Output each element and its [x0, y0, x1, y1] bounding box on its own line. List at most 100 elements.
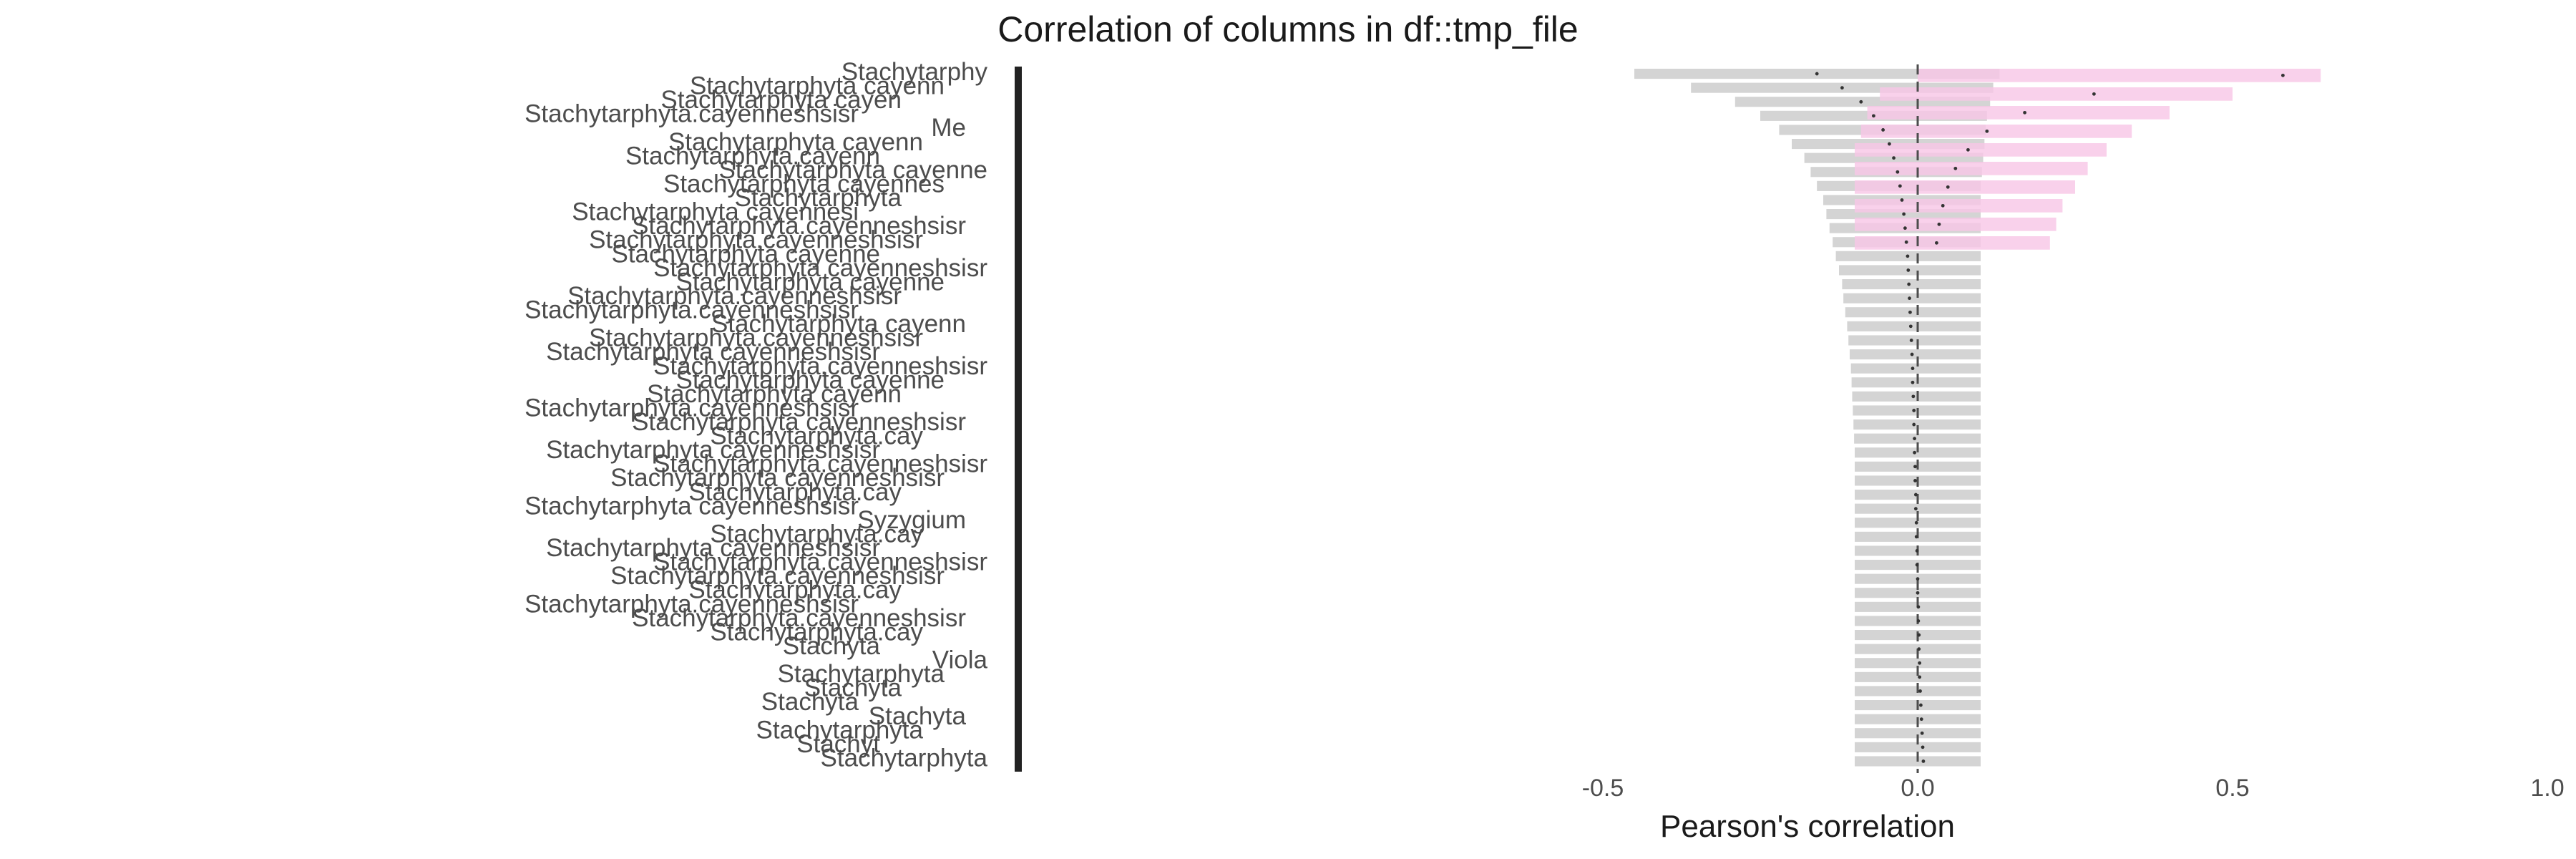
estimate-point: [1914, 520, 1918, 525]
interval-band: [1855, 671, 1981, 682]
row-label: Stachytarphyta.cay: [710, 422, 923, 450]
row-label: Stachyta: [783, 632, 881, 660]
row-label: Stachytarphyta cayen: [660, 86, 902, 114]
row-label: Stachytarphyta cayenn: [711, 310, 966, 338]
row-label: Stachytarphyta.cayenneshsisr: [525, 394, 859, 422]
estimate-point: [1904, 240, 1908, 244]
estimate-point: [1910, 352, 1914, 356]
estimate-point: [1908, 324, 1913, 329]
estimate-point: [1903, 226, 1907, 230]
row-label: Stachyta: [869, 702, 967, 730]
row-label: Stachytarphyta cayenne: [675, 366, 945, 394]
estimate-point: [1902, 212, 1906, 216]
interval-band: [1843, 293, 1981, 304]
row-label: Stachytarphyta cayennesi: [572, 198, 859, 226]
interval-band: [1880, 87, 2233, 101]
row-label: Syzygium: [857, 506, 966, 534]
estimate-point: [1917, 647, 1921, 651]
estimate-point: [1912, 422, 1916, 427]
estimate-point: [1918, 689, 1922, 693]
interval-band: [1855, 199, 2063, 213]
estimate-point: [1888, 142, 1891, 146]
row-label: Me: [931, 114, 966, 142]
interval-band: [1847, 321, 1981, 331]
interval-band: [1848, 335, 1981, 346]
row-label: Stachytarphyta.cayenneshsisr: [525, 100, 859, 128]
estimate-point: [1913, 492, 1918, 497]
estimate-point: [1941, 203, 1945, 208]
row-label: Stachytarphyta cayenneshsisr: [546, 534, 880, 562]
interval-band: [1855, 218, 2057, 231]
row-label: Stachytarphyta.cayenneshsisr: [589, 226, 923, 254]
x-tick-label: 1.0: [2530, 775, 2564, 802]
row-label: Stachytarphyta cayenne: [718, 156, 987, 184]
row-label: Stachytarphyta cayenneshsisr: [546, 338, 880, 366]
interval-band: [1855, 503, 1981, 514]
estimate-point: [1898, 184, 1902, 188]
estimate-point: [1920, 731, 1924, 735]
estimate-point: [1912, 409, 1916, 412]
estimate-point: [1919, 703, 1923, 707]
estimate-point: [1911, 380, 1915, 384]
row-label: Stachytarphyta.cayenneshsisr: [525, 590, 859, 618]
interval-band: [1867, 106, 2170, 120]
estimate-point: [1908, 296, 1911, 301]
estimate-point: [1859, 100, 1863, 104]
row-label: Stachytarphyta cayenneshsisr: [525, 492, 859, 520]
estimate-points: [1815, 72, 2285, 763]
estimate-point: [1896, 170, 1900, 174]
estimate-point: [1892, 156, 1896, 160]
estimate-point: [1953, 166, 1958, 170]
interval-band: [1852, 391, 1981, 402]
row-label: Stachytarphy: [841, 58, 988, 86]
estimate-point: [1908, 310, 1912, 314]
estimate-point: [1881, 128, 1885, 132]
row-label: Stachytarphyta: [735, 184, 902, 212]
label-axis-bar: [1015, 67, 1022, 772]
estimate-point: [1913, 437, 1917, 441]
row-label: Stachytarphyta.cayenneshsisr: [653, 548, 987, 576]
estimate-point: [1918, 661, 1922, 665]
estimate-point: [1915, 563, 1919, 567]
estimate-point: [1815, 72, 1819, 76]
row-label: Stachytarphyta: [756, 716, 924, 744]
estimate-point: [1913, 450, 1917, 455]
estimate-point: [1911, 394, 1916, 399]
interval-band: [1918, 69, 2321, 82]
interval-band: [1855, 658, 1981, 669]
estimate-point: [1909, 339, 1913, 342]
row-label: Stachyt: [796, 730, 880, 758]
estimate-point: [1911, 367, 1915, 371]
estimate-point: [1916, 591, 1920, 595]
row-label: Stachytarphyta cayenn: [668, 128, 923, 156]
estimate-point: [1916, 605, 1921, 609]
estimate-point: [1900, 198, 1904, 202]
row-label: Stachytarphyta cayenneshsisr: [546, 436, 880, 464]
estimate-point: [2092, 92, 2096, 96]
interval-band: [1850, 363, 1981, 374]
interval-band: [1860, 125, 2132, 138]
estimate-point: [1946, 185, 1950, 189]
interval-band: [1855, 143, 2107, 157]
row-label: Stachytarphyta cayenneshsisr: [632, 408, 966, 436]
x-tick-label: 0.0: [1901, 775, 1934, 802]
estimate-point: [1914, 535, 1918, 539]
x-axis-label: Pearson's correlation: [1660, 809, 1955, 844]
row-label: Stachyta: [761, 688, 859, 716]
estimate-point: [1906, 254, 1910, 258]
estimate-point: [1872, 114, 1875, 118]
interval-band: [1855, 236, 2050, 250]
interval-band: [1855, 180, 2075, 194]
estimate-point: [1916, 619, 1921, 623]
estimate-point: [1985, 129, 1989, 133]
estimate-point: [1913, 465, 1917, 469]
row-label: Stachytarphyta cayenne: [675, 268, 945, 296]
row-label: Stachytarphyta cayenneshsisr: [653, 254, 987, 282]
interval-band: [1851, 377, 1981, 388]
row-label: Stachytarphyta cayenn: [647, 380, 902, 408]
row-label: Stachytarphyta.cayenneshsisr: [632, 604, 966, 632]
row-label: Stachytarphyta.cayenneshsisr: [653, 450, 987, 478]
row-label: Stachytarphyta.cayenneshsisr: [589, 324, 923, 352]
